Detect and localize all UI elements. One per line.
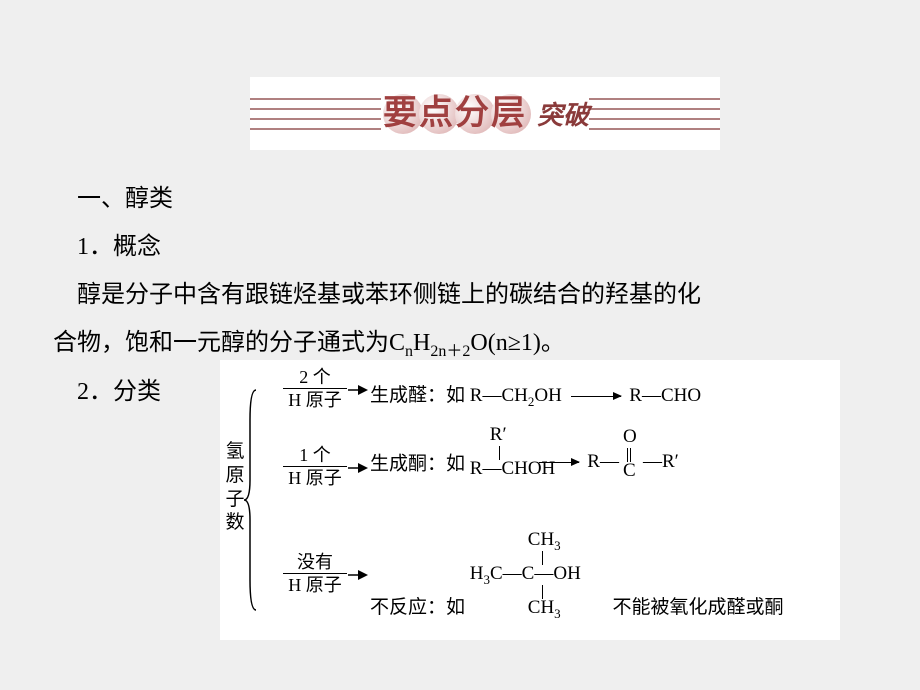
arrow-icon <box>539 462 579 463</box>
branch-3-frac: 没有 H 原子 <box>283 553 347 596</box>
heading-2: 1．概念 <box>53 223 873 271</box>
heading-1: 一、醇类 <box>53 175 873 223</box>
banner-sub: 突破 <box>533 95 589 132</box>
branch-3-row: 不反应：如 CH3 H3C—C—OH CH3 不能被氧化成醛或酮 <box>370 535 784 615</box>
branch-1-row: 生成醛：如 R—CH2OH R—CHO <box>370 380 701 410</box>
vertical-label: 氢原子数 <box>225 440 245 535</box>
paragraph-line-1: 醇是分子中含有跟链烃基或苯环侧链上的碳结合的羟基的化 <box>53 271 873 319</box>
branch-2-row: 生成酮：如 R′ R—CHOH R— O C —R′ <box>370 438 679 486</box>
secondary-alcohol: R′ R—CHOH <box>470 438 530 486</box>
branch-2-frac: 1 个 H 原子 <box>283 446 347 489</box>
tertiary-alcohol: CH3 H3C—C—OH CH3 <box>470 535 600 615</box>
arrow-icon <box>571 396 621 397</box>
banner-text: 要点分层 突破 <box>250 94 720 134</box>
branch-1-frac: 2 个 H 原子 <box>283 368 347 411</box>
banner: 要点分层 突破 <box>250 77 720 150</box>
classification-diagram: 氢原子数 2 个 H 原子 生成醛：如 R—CH2OH R—CHO 1 个 H … <box>220 360 840 640</box>
ketone-group: O C <box>619 438 643 486</box>
banner-main: 要点分层 <box>381 94 533 134</box>
